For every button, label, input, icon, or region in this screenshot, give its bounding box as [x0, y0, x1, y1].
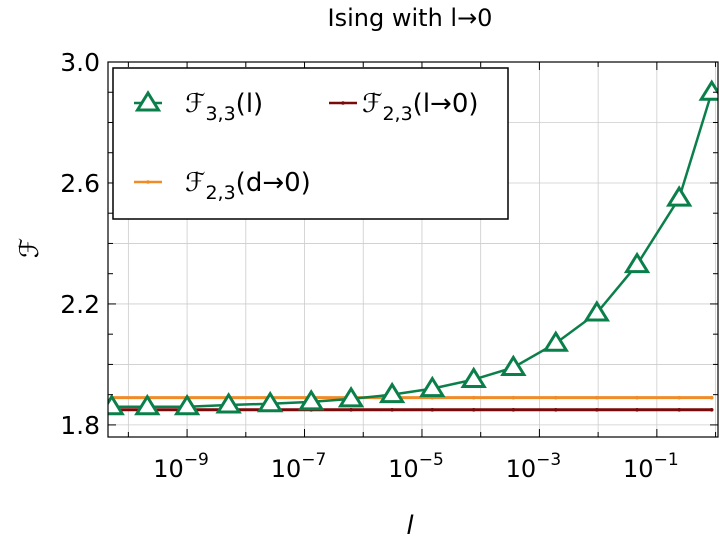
- x-tick-exponent: −1: [654, 450, 679, 470]
- x-tick-exponent: −7: [301, 450, 326, 470]
- point-marker: [134, 393, 161, 416]
- legend-marker: [341, 101, 345, 105]
- point-marker: [173, 393, 201, 416]
- legend-sub: 3,3: [205, 103, 235, 125]
- point-marker: [378, 381, 406, 404]
- plot-frame: [107, 61, 719, 438]
- y-tick-label: 3.0: [60, 48, 100, 77]
- x-tick-label: 10−1: [623, 450, 679, 483]
- point-marker: [337, 386, 365, 408]
- point-marker: [430, 407, 435, 412]
- legend-marker: [134, 90, 162, 112]
- legend-box: [112, 67, 509, 220]
- point-marker: [635, 407, 639, 412]
- x-tick-base: 10: [623, 455, 654, 483]
- point-marker: [108, 393, 125, 416]
- point-marker: [349, 407, 353, 412]
- point-marker: [677, 395, 681, 400]
- legend-marker: [146, 180, 150, 184]
- x-tick-exponent: −3: [536, 450, 561, 470]
- point-marker: [419, 375, 446, 398]
- series-line: [111, 91, 713, 409]
- point-marker: [698, 79, 718, 101]
- point-marker: [511, 407, 516, 412]
- x-tick-label: 10−3: [506, 450, 562, 483]
- legend-name: ℱ: [362, 89, 382, 119]
- x-tick-base: 10: [506, 455, 537, 483]
- point-marker: [511, 395, 516, 400]
- legend-label: ℱ2,3(d→0): [185, 168, 311, 204]
- point-marker: [677, 407, 681, 412]
- point-marker: [595, 395, 599, 400]
- point-marker: [298, 389, 325, 411]
- y-tick-label: 2.2: [60, 290, 100, 319]
- point-marker: [460, 366, 487, 389]
- x-tick-label: 10−7: [271, 450, 327, 483]
- legend-suffix: (l→0): [413, 89, 479, 119]
- legend-suffix: (l): [236, 89, 264, 119]
- point-marker: [635, 395, 639, 400]
- point-marker: [390, 407, 394, 412]
- y-tick-label: 2.6: [60, 169, 100, 198]
- point-marker: [471, 407, 476, 412]
- point-marker: [542, 330, 569, 352]
- y-axis-label: ℱ: [15, 238, 45, 258]
- legend-name: ℱ: [185, 89, 205, 119]
- point-marker: [583, 300, 611, 322]
- point-marker: [471, 395, 476, 400]
- point-marker: [553, 395, 558, 400]
- x-axis-label: l: [406, 511, 414, 541]
- plot-area: [108, 79, 718, 416]
- x-tick-label: 10−9: [153, 450, 209, 483]
- x-tick-exponent: −5: [419, 450, 444, 470]
- x-tick-base: 10: [388, 455, 419, 483]
- legend-suffix: (d→0): [236, 168, 311, 198]
- point-marker: [215, 392, 242, 414]
- point-marker: [709, 395, 714, 400]
- y-tick-label: 1.8: [60, 411, 100, 440]
- x-tick-base: 10: [153, 455, 184, 483]
- x-tick-exponent: −9: [184, 450, 209, 470]
- legend-label: ℱ3,3(l): [185, 89, 263, 125]
- point-marker: [595, 407, 599, 412]
- legend-label: ℱ2,3(l→0): [362, 89, 479, 125]
- axes: 10−9 10−7 10−5 10−3 10−11.82.22.63.0: [60, 48, 718, 483]
- legend-sub: 2,3: [382, 103, 412, 125]
- x-tick-base: 10: [271, 455, 302, 483]
- point-marker: [500, 354, 527, 376]
- x-tick-label: 10−5: [388, 450, 444, 483]
- chart-title: Ising with l→0: [328, 4, 493, 32]
- point-marker: [665, 185, 693, 207]
- legend-name: ℱ: [185, 168, 205, 198]
- point-marker: [553, 407, 558, 412]
- point-marker: [623, 251, 651, 274]
- legend: ℱ3,3(l) ℱ2,3(l→0)ℱ2,3(d→0): [112, 67, 509, 220]
- point-marker: [709, 407, 714, 412]
- point-marker: [256, 390, 284, 413]
- legend-sub: 2,3: [205, 182, 235, 204]
